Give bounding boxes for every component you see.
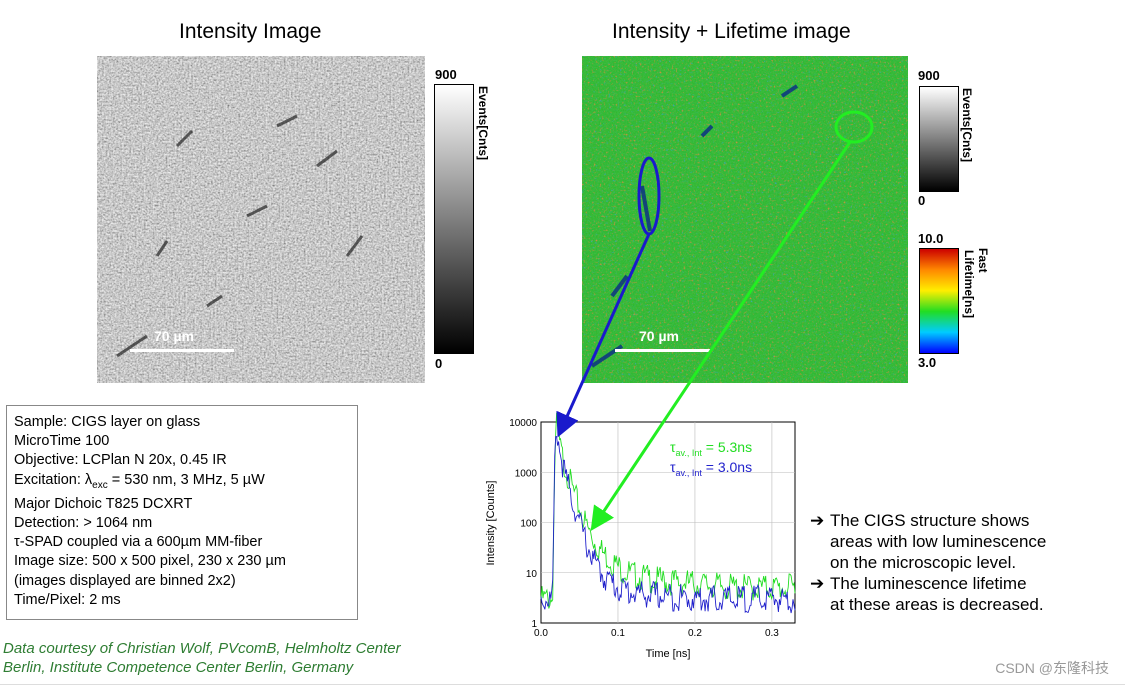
lifetime-colorbar xyxy=(919,248,959,354)
conclusions: ➔ The CIGS structure shows areas with low… xyxy=(810,510,1046,615)
intensity-colorbar xyxy=(434,84,474,354)
y-axis-label: Intensity [Counts] xyxy=(485,481,497,566)
lifetime-colorbar-min: 3.0 xyxy=(918,355,937,370)
sample-info-box: Sample: CIGS layer on glass MicroTime 10… xyxy=(6,405,358,620)
arrow-bullet-icon: ➔ xyxy=(810,511,825,530)
data-credit: Data courtesy of Christian Wolf, PVcomB,… xyxy=(3,640,401,676)
watermark: CSDN @东隆科技 xyxy=(995,660,1109,676)
y-tick-label: 1 xyxy=(531,619,537,630)
x-tick-label: 0.3 xyxy=(765,628,779,639)
info-excitation: Excitation: λexc = 530 nm, 3 MHz, 5 µW xyxy=(14,471,265,491)
x-axis-label: Time [ns] xyxy=(646,648,691,660)
y-tick-label: 1000 xyxy=(515,468,538,479)
info-spad: τ-SPAD coupled via a 600µm MM-fiber xyxy=(14,534,263,551)
x-tick-label: 0.0 xyxy=(534,628,548,639)
conclusion-2: ➔ The luminescence lifetime at these area… xyxy=(810,574,1044,614)
info-detection: Detection: > 1064 nm xyxy=(14,514,153,531)
intensity-lifetime-image-title: Intensity + Lifetime image xyxy=(612,20,851,43)
arrow-bullet-icon: ➔ xyxy=(810,574,825,593)
lifetime-intensity-colorbar-min: 0 xyxy=(918,193,926,208)
lifetime-scale-bar-label: 70 µm xyxy=(639,328,679,344)
info-instrument: MicroTime 100 xyxy=(14,433,110,450)
lifetime-intensity-colorbar xyxy=(919,86,959,192)
info-objective: Objective: LCPlan N 20x, 0.45 IR xyxy=(14,452,227,469)
lifetime-colorbar-title: Lifetime[ns] xyxy=(962,250,976,319)
info-image-size: Image size: 500 x 500 pixel, 230 x 230 µ… xyxy=(14,553,286,570)
lifetime-colorbar-max: 10.0 xyxy=(918,231,944,246)
lifetime-image: 70 µm xyxy=(582,56,908,383)
y-tick-label: 100 xyxy=(520,519,537,530)
intensity-image-title: Intensity Image xyxy=(179,20,322,43)
tau-annotation-blue: τav., Int = 3.0ns xyxy=(670,459,752,478)
info-time-pixel: Time/Pixel: 2 ms xyxy=(14,591,121,608)
lifetime-intensity-colorbar-max: 900 xyxy=(918,68,940,83)
y-tick-label: 10 xyxy=(526,569,538,580)
x-tick-label: 0.2 xyxy=(688,628,702,639)
intensity-colorbar-title: Events[Cnts] xyxy=(476,86,490,161)
info-dichroic: Major Dichoic T825 DCXRT xyxy=(14,495,193,512)
info-binning: (images displayed are binned 2x2) xyxy=(14,572,236,589)
info-sample: Sample: CIGS layer on glass xyxy=(14,414,201,430)
decay-series-0 xyxy=(540,412,796,609)
decay-chart: 1 10 100 1000 10000 0.0 0.1 0.2 0.3 Time [ns] In… xyxy=(485,412,796,660)
lifetime-scale-bar xyxy=(615,349,711,352)
bottom-rule xyxy=(0,684,1125,685)
scale-bar xyxy=(130,349,234,352)
intensity-image: 70 µm xyxy=(97,56,425,383)
tau-annotation-green: τav., Int = 5.3ns xyxy=(670,439,752,458)
scale-bar-label: 70 µm xyxy=(154,328,194,344)
lifetime-intensity-colorbar-title: Events[Cnts] xyxy=(960,88,974,163)
conclusion-1: ➔ The CIGS structure shows areas with low… xyxy=(810,511,1047,572)
x-tick-label: 0.1 xyxy=(611,628,625,639)
decay-series-1 xyxy=(540,436,796,614)
intensity-colorbar-min: 0 xyxy=(435,356,443,371)
lifetime-colorbar-title-fast: Fast xyxy=(976,248,990,273)
intensity-colorbar-max: 900 xyxy=(435,67,457,82)
y-tick-label: 10000 xyxy=(509,418,537,429)
